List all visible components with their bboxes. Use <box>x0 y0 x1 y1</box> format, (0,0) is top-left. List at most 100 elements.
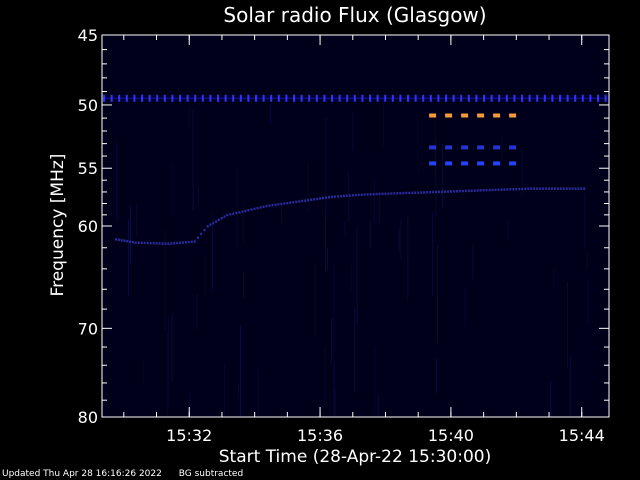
band-tick <box>460 94 463 102</box>
lane-dot <box>117 238 120 242</box>
lane-dot <box>372 193 375 196</box>
band-tick <box>574 94 577 102</box>
noise-streak <box>382 102 384 147</box>
band-segment <box>461 113 469 118</box>
lane-dot <box>562 187 565 190</box>
lane-dot <box>449 190 452 193</box>
lane-dot <box>500 188 503 191</box>
lane-dot <box>381 192 384 196</box>
noise-streak <box>270 103 272 124</box>
band-segment <box>429 113 437 118</box>
lane-dot <box>438 190 440 194</box>
noise-streak <box>238 383 240 400</box>
band-segment <box>493 145 501 150</box>
lane-dot <box>488 188 491 192</box>
band-tick <box>133 94 136 102</box>
lane-dot <box>333 195 336 198</box>
lane-dot <box>247 209 250 212</box>
lane-dot <box>366 193 369 196</box>
lane-dot <box>140 241 143 245</box>
lane-dot <box>536 187 539 190</box>
noise-streak <box>325 117 327 221</box>
lane-dot <box>545 187 548 190</box>
band-tick <box>581 94 584 102</box>
noise-streak <box>142 361 144 384</box>
band-tick <box>186 94 189 102</box>
band-tick <box>194 94 197 102</box>
x-tick-label: 15:32 <box>166 426 212 445</box>
noise-streak <box>374 179 375 226</box>
lane-dot <box>441 190 443 193</box>
lane-dot <box>274 203 277 206</box>
lane-dot <box>491 188 494 192</box>
lane-dot <box>319 197 322 200</box>
lane-dot <box>182 241 184 244</box>
noise-streak <box>550 381 552 416</box>
noise-streak <box>417 121 419 173</box>
spectral-features <box>102 94 609 245</box>
band-tick <box>376 94 379 102</box>
lane-dot <box>429 190 432 194</box>
lane-dot <box>215 220 218 223</box>
lane-dot <box>115 238 118 241</box>
band-tick <box>338 94 341 102</box>
noise-streak <box>334 387 336 416</box>
noise-streak <box>566 282 568 369</box>
band-tick <box>353 94 356 102</box>
lane-dot <box>378 192 381 196</box>
band-tick <box>239 94 242 102</box>
band-tick <box>498 94 501 102</box>
band-tick <box>559 94 561 102</box>
band-tick <box>490 94 493 102</box>
y-tick-label: 80 <box>78 408 98 427</box>
footer: Updated Thu Apr 28 16:16:26 2022 BG subt… <box>2 469 257 479</box>
lane-dot <box>283 202 286 205</box>
lane-dot <box>402 191 405 195</box>
noise-streak <box>204 254 206 298</box>
lane-dot <box>268 204 271 207</box>
band-tick <box>528 94 531 102</box>
interference-band-0 <box>102 94 609 102</box>
y-tick-label: 60 <box>78 217 98 236</box>
lane-dot <box>557 187 559 190</box>
lane-dot <box>458 189 461 193</box>
noise-streak <box>398 228 400 252</box>
band-segment <box>445 161 453 166</box>
lane-dot <box>226 213 229 217</box>
lane-dot <box>331 195 333 199</box>
noise-streak <box>331 318 333 364</box>
lane-dot <box>152 242 155 245</box>
band-segment <box>429 161 437 166</box>
noise-streak <box>128 219 129 296</box>
band-segment <box>509 145 517 150</box>
lane-dot <box>126 240 129 243</box>
lane-dot <box>161 242 164 245</box>
lane-dot <box>476 189 479 192</box>
lane-dot <box>316 197 319 201</box>
band-tick <box>141 94 143 102</box>
lane-dot <box>232 212 235 215</box>
lane-dot <box>155 242 158 245</box>
noise-streak <box>307 162 309 213</box>
noise-streak <box>570 354 572 416</box>
band-tick <box>293 94 295 102</box>
band-tick <box>513 94 516 102</box>
band-tick <box>255 94 257 102</box>
noise-streak <box>280 200 282 223</box>
lane-dot <box>479 189 482 192</box>
band-tick <box>148 94 151 102</box>
lane-dot <box>482 189 485 192</box>
noise-streak <box>326 247 328 270</box>
lane-dot <box>348 194 351 197</box>
band-segment <box>445 113 453 118</box>
lane-dot <box>158 242 161 245</box>
noise-streak <box>586 250 588 269</box>
lane-dot <box>235 211 238 215</box>
band-tick <box>118 94 121 102</box>
lane-dot <box>455 190 458 193</box>
lane-dot <box>146 241 149 245</box>
lane-dot <box>289 201 292 204</box>
band-tick <box>285 94 288 102</box>
lane-dot <box>420 191 423 194</box>
noise-streak <box>378 394 380 416</box>
